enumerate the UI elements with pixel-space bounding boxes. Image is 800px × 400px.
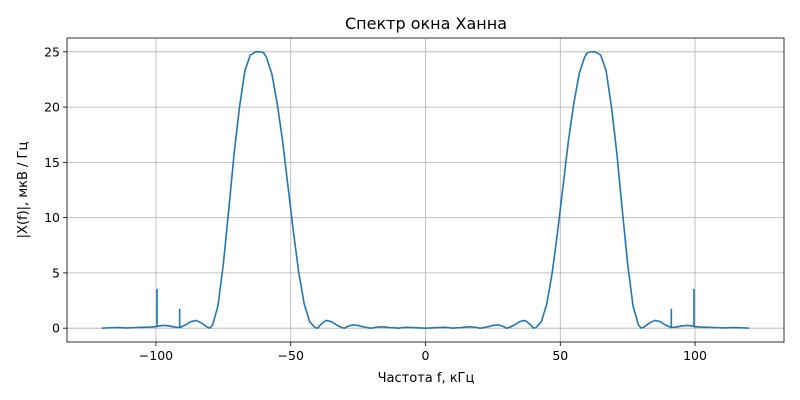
y-tick-label: 20	[44, 100, 60, 115]
x-tick-label: 100	[683, 348, 707, 363]
y-tick-label: 10	[44, 210, 60, 225]
spectrum-line	[101, 51, 750, 329]
y-tick-label: 0	[52, 321, 60, 336]
y-tick-label: 25	[44, 44, 60, 59]
y-tick-label: 5	[52, 265, 60, 280]
y-axis-label: |X(f)|, мкВ / Гц	[16, 142, 31, 239]
x-axis-label: Частота f, кГц	[378, 371, 475, 386]
series-layer	[101, 51, 750, 329]
y-tick-label: 15	[44, 155, 60, 170]
x-tick-label: 50	[552, 348, 568, 363]
x-tick-label: 0	[422, 348, 430, 363]
grid	[67, 38, 784, 342]
x-tick-label: −100	[139, 348, 173, 363]
x-axis: −100 −50 0 50 100	[139, 342, 707, 363]
chart-title: Спектр окна Ханна	[345, 14, 507, 33]
y-axis: 0 5 10 15 20 25	[44, 44, 67, 336]
x-tick-label: −50	[278, 348, 304, 363]
